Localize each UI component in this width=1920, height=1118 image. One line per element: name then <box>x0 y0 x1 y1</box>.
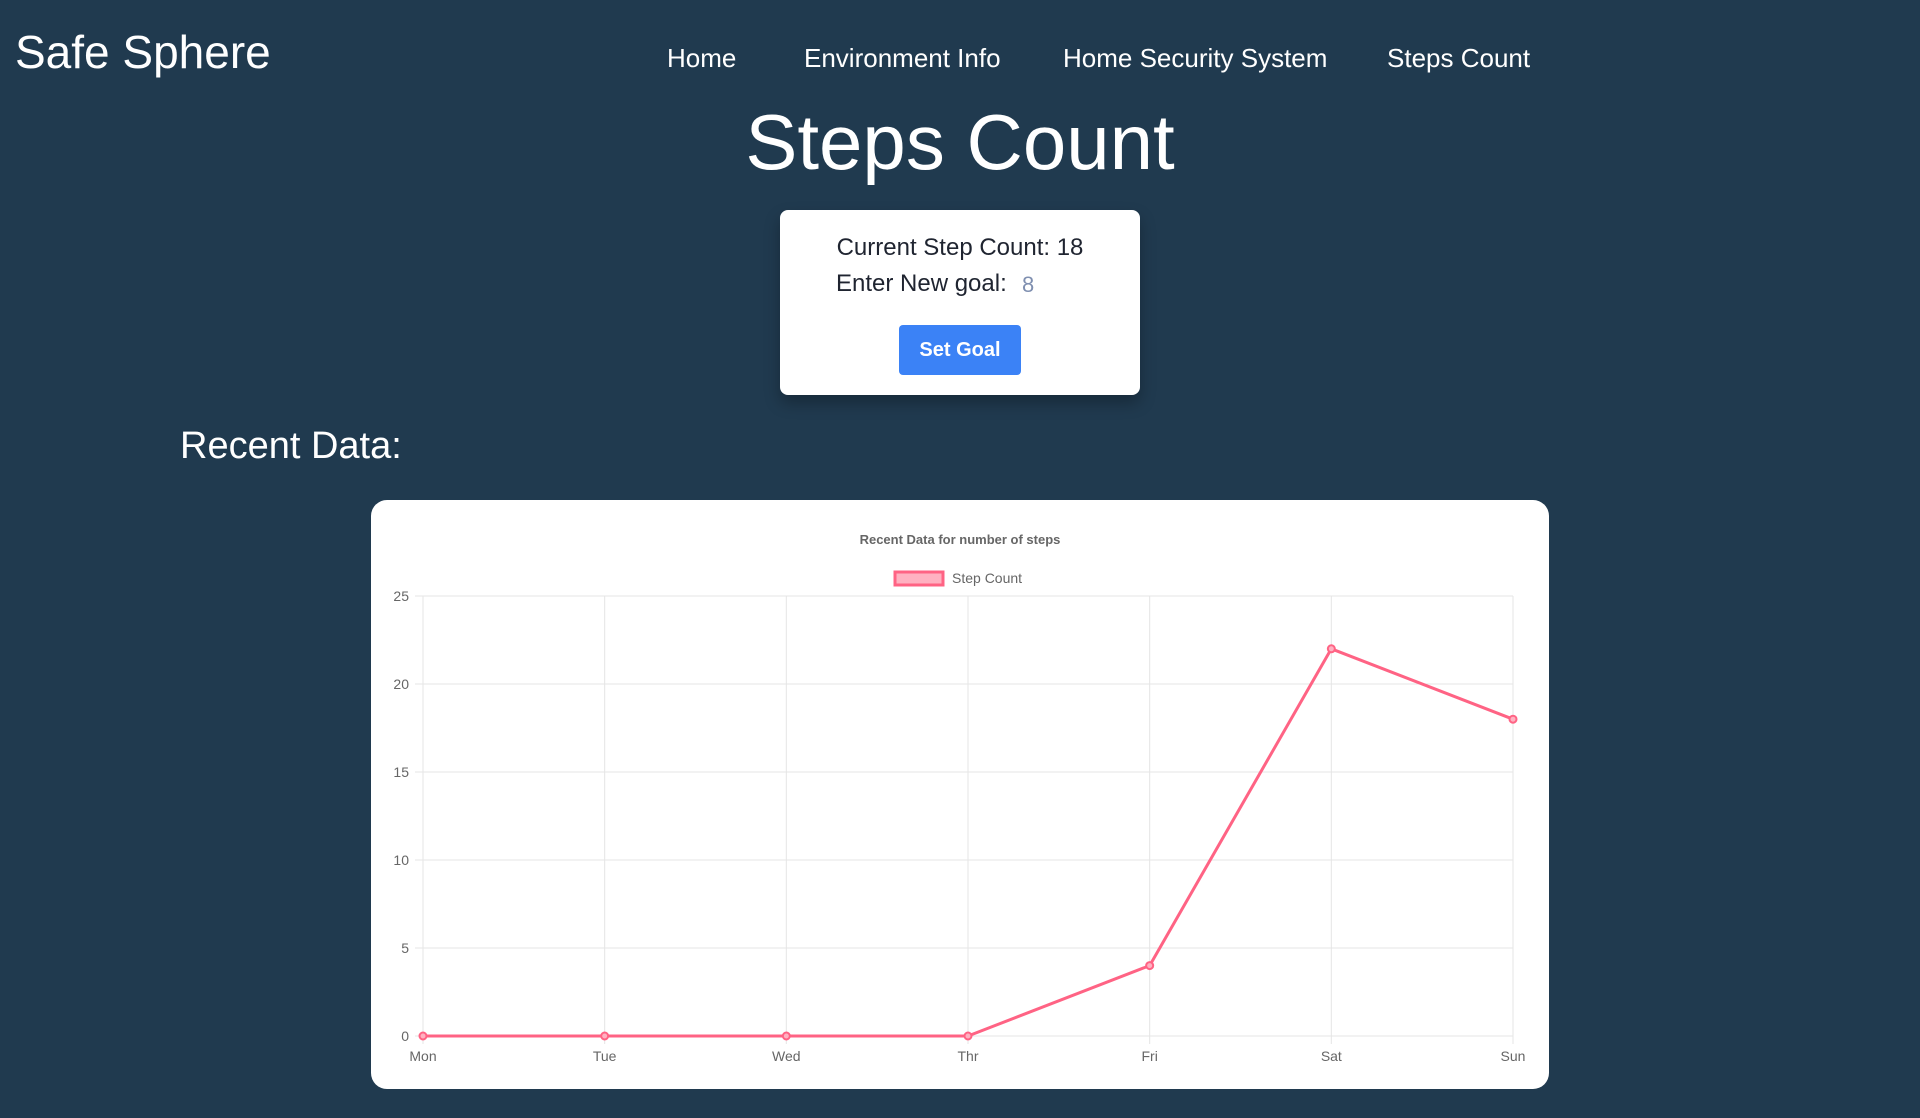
x-tick-label: Fri <box>1142 1048 1158 1064</box>
brand-title: Safe Sphere <box>15 26 271 78</box>
y-tick-label: 10 <box>393 852 409 868</box>
nav-steps-count-link[interactable]: Steps Count <box>1387 43 1531 73</box>
steps-line-chart: Recent Data for number of steps Step Coun… <box>393 532 1526 1064</box>
x-tick-label: Sun <box>1501 1048 1526 1064</box>
data-point[interactable] <box>600 1031 610 1041</box>
y-tick-label: 20 <box>393 676 409 692</box>
data-point[interactable] <box>1326 644 1336 654</box>
y-tick-label: 15 <box>393 764 409 780</box>
data-point[interactable] <box>1508 714 1518 724</box>
goal-input[interactable] <box>1018 270 1116 300</box>
goal-card: Current Step Count: 18 Enter New goal: S… <box>780 210 1140 395</box>
legend-swatch <box>893 570 945 587</box>
set-goal-button[interactable]: Set Goal <box>899 325 1021 375</box>
y-tick-label: 5 <box>401 940 409 956</box>
data-point[interactable] <box>781 1031 791 1041</box>
chart-card: Recent Data for number of steps Step Coun… <box>371 500 1549 1089</box>
data-point[interactable] <box>418 1031 428 1041</box>
x-tick-label: Mon <box>409 1048 436 1064</box>
main-nav: Home Environment Info Home Security Syst… <box>0 38 1920 78</box>
chart-title: Recent Data for number of steps <box>860 532 1061 547</box>
nav-home-security-link[interactable]: Home Security System <box>1063 43 1328 73</box>
current-step-count: Current Step Count: 18 <box>836 234 1084 261</box>
nav-environment-info-link[interactable]: Environment Info <box>804 43 1001 73</box>
x-tick-label: Thr <box>958 1048 979 1064</box>
y-tick-label: 25 <box>393 588 409 604</box>
legend-label: Step Count <box>952 570 1022 586</box>
nav-home-link[interactable]: Home <box>667 43 737 73</box>
data-point[interactable] <box>963 1031 973 1041</box>
page-title: Steps Count <box>745 98 1175 186</box>
x-tick-label: Tue <box>593 1048 617 1064</box>
x-tick-label: Sat <box>1321 1048 1342 1064</box>
goal-label: Enter New goal: <box>836 270 1007 297</box>
recent-data-heading: Recent Data: <box>180 425 402 467</box>
y-tick-label: 0 <box>401 1028 409 1044</box>
x-tick-label: Wed <box>772 1048 801 1064</box>
data-point[interactable] <box>1145 961 1155 971</box>
